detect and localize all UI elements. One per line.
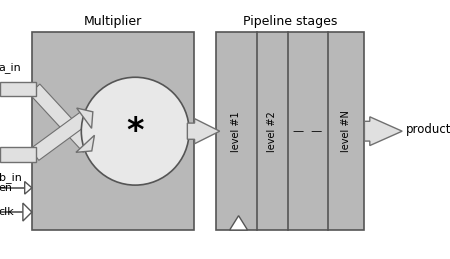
Bar [0, 147, 36, 162]
Text: *: * [126, 115, 144, 148]
Polygon shape [30, 109, 93, 160]
Text: —  —: — — [293, 126, 322, 136]
Polygon shape [23, 203, 32, 221]
Text: level #2: level #2 [267, 111, 277, 152]
Bar [216, 32, 364, 230]
Polygon shape [76, 135, 94, 152]
Text: en: en [0, 183, 13, 193]
Polygon shape [29, 84, 94, 152]
Text: product: product [406, 123, 450, 136]
Text: a_in: a_in [0, 62, 21, 73]
Text: clk: clk [0, 207, 14, 217]
Polygon shape [76, 108, 93, 128]
Ellipse shape [81, 77, 189, 185]
Text: Pipeline stages: Pipeline stages [243, 15, 338, 28]
Text: Multiplier: Multiplier [84, 15, 142, 28]
Polygon shape [25, 182, 32, 194]
Polygon shape [364, 117, 402, 146]
Text: level #1: level #1 [231, 111, 241, 152]
Text: b_in: b_in [0, 172, 22, 183]
Bar [32, 32, 193, 230]
Text: level #N: level #N [342, 110, 351, 152]
Polygon shape [230, 216, 248, 230]
Bar [0, 82, 36, 96]
Polygon shape [187, 119, 220, 144]
